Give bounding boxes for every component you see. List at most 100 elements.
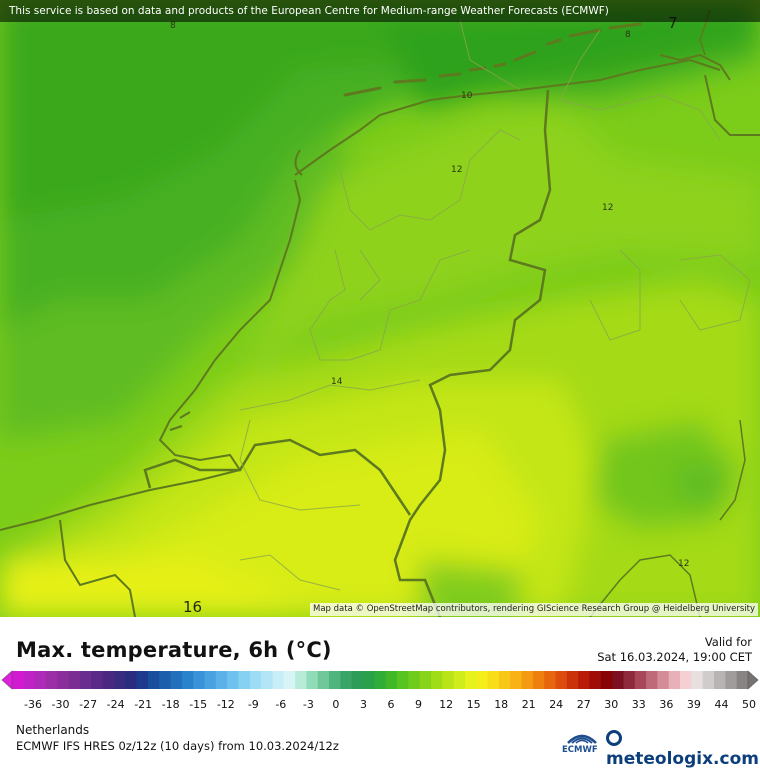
scale-cell bbox=[589, 671, 602, 689]
isoline-label-12-central: 12 bbox=[451, 165, 462, 175]
scale-cell bbox=[261, 671, 273, 689]
scale-cell bbox=[396, 671, 409, 689]
scale-cell bbox=[79, 671, 92, 689]
scale-right-arrow bbox=[747, 670, 759, 690]
scale-cell bbox=[714, 671, 726, 689]
scale-left-arrow bbox=[1, 670, 13, 690]
ecmwf-logo-text: ECMWF bbox=[562, 745, 598, 755]
scale-cell bbox=[521, 671, 534, 689]
scale-cell bbox=[227, 671, 239, 689]
scale-cell bbox=[170, 671, 183, 689]
scale-cell bbox=[57, 671, 70, 689]
scale-tick-label: 50 bbox=[742, 698, 756, 711]
scale-cell bbox=[464, 671, 477, 689]
scale-cell bbox=[680, 671, 692, 689]
meteologix-logo[interactable]: meteologix.com bbox=[606, 729, 760, 769]
scale-cell bbox=[736, 671, 749, 689]
scale-cell bbox=[295, 671, 307, 689]
scale-cell bbox=[102, 671, 115, 689]
isoline-label-16: 16 bbox=[183, 598, 202, 616]
scale-cell bbox=[363, 671, 375, 689]
scale-cell bbox=[91, 671, 103, 689]
scale-cell bbox=[181, 671, 194, 689]
scale-tick-label: 9 bbox=[415, 698, 422, 711]
scale-cell bbox=[442, 671, 454, 689]
scale-cell bbox=[147, 671, 160, 689]
scale-cell bbox=[476, 671, 488, 689]
scale-cell bbox=[238, 671, 251, 689]
scale-cell bbox=[340, 671, 353, 689]
scale-cell bbox=[453, 671, 466, 689]
scale-cell bbox=[510, 671, 522, 689]
scale-cell bbox=[12, 671, 24, 689]
scale-tick-label: -21 bbox=[134, 698, 152, 711]
map-attribution[interactable]: Map data © OpenStreetMap contributors, r… bbox=[310, 603, 758, 616]
scale-cell bbox=[45, 671, 58, 689]
scale-tick-label: 30 bbox=[604, 698, 618, 711]
scale-cell bbox=[374, 671, 387, 689]
meteologix-logo-text: meteologix.com bbox=[606, 749, 759, 769]
scale-tick-label: 12 bbox=[439, 698, 453, 711]
scale-cell bbox=[385, 671, 398, 689]
scale-cell bbox=[34, 671, 47, 689]
meteologix-mark-icon bbox=[606, 730, 622, 746]
scale-cell bbox=[113, 671, 126, 689]
scale-tick-label: -12 bbox=[217, 698, 235, 711]
scale-cell bbox=[408, 671, 421, 689]
isoline-label-10: 10 bbox=[461, 91, 473, 101]
scale-cell bbox=[498, 671, 511, 689]
scale-cell bbox=[555, 671, 568, 689]
scale-tick-label: 3 bbox=[360, 698, 367, 711]
scale-tick-label: 21 bbox=[522, 698, 536, 711]
valid-time: Sat 16.03.2024, 19:00 CET bbox=[597, 650, 752, 664]
scale-tick-label: -9 bbox=[248, 698, 259, 711]
scale-cell bbox=[193, 671, 205, 689]
isoline-label-12-southeast: 12 bbox=[678, 559, 689, 569]
scale-cell bbox=[600, 671, 613, 689]
scale-cell bbox=[702, 671, 715, 689]
scale-cell bbox=[204, 671, 217, 689]
scale-tick-label: 24 bbox=[549, 698, 563, 711]
scale-cell bbox=[691, 671, 704, 689]
scale-cell bbox=[657, 671, 670, 689]
scale-cell bbox=[23, 671, 36, 689]
scale-cell bbox=[668, 671, 681, 689]
scale-cell bbox=[612, 671, 624, 689]
scale-tick-label: -6 bbox=[275, 698, 286, 711]
scale-tick-label: -3 bbox=[303, 698, 314, 711]
isoline-label-8-east: 8 bbox=[625, 30, 631, 40]
scale-tick-label: 33 bbox=[632, 698, 646, 711]
scale-tick-label: 39 bbox=[687, 698, 701, 711]
ecmwf-logo[interactable] bbox=[560, 727, 604, 757]
isoline-label-14: 14 bbox=[331, 377, 343, 387]
scale-cell bbox=[566, 671, 579, 689]
scale-cell bbox=[646, 671, 658, 689]
isoline-label-12-east: 12 bbox=[602, 203, 613, 213]
scale-tick-label: 27 bbox=[577, 698, 591, 711]
scale-tick-label: 36 bbox=[659, 698, 673, 711]
scale-tick-label: 15 bbox=[467, 698, 481, 711]
temperature-map[interactable]: 8 7 8 10 12 12 14 16 12 This service is … bbox=[0, 0, 760, 617]
scale-cell bbox=[430, 671, 443, 689]
scale-cell bbox=[68, 671, 81, 689]
scale-tick-label: -30 bbox=[52, 698, 70, 711]
scale-cell bbox=[317, 671, 330, 689]
map-title: Max. temperature, 6h (°C) bbox=[16, 638, 332, 662]
scale-cell bbox=[351, 671, 364, 689]
scale-cell bbox=[578, 671, 590, 689]
scale-tick-label: -27 bbox=[79, 698, 97, 711]
scale-tick-label: -15 bbox=[189, 698, 207, 711]
scale-cell bbox=[419, 671, 432, 689]
scale-tick-label: 0 bbox=[332, 698, 339, 711]
scale-cell bbox=[283, 671, 296, 689]
scale-cell bbox=[272, 671, 285, 689]
scale-cell bbox=[306, 671, 319, 689]
scale-tick-label: -36 bbox=[24, 698, 42, 711]
scale-cell bbox=[329, 671, 341, 689]
temperature-color-scale: -36 -30 -27 -24 -21 -18 -15 -12 -9 -6 -3 0 3 6 9 12 15 18… bbox=[1, 670, 759, 711]
scale-cell bbox=[159, 671, 171, 689]
scale-cell bbox=[136, 671, 149, 689]
scale-cell bbox=[725, 671, 738, 689]
ecmwf-notice: This service is based on data and produc… bbox=[0, 0, 760, 22]
isoline-label-7: 7 bbox=[668, 14, 678, 32]
